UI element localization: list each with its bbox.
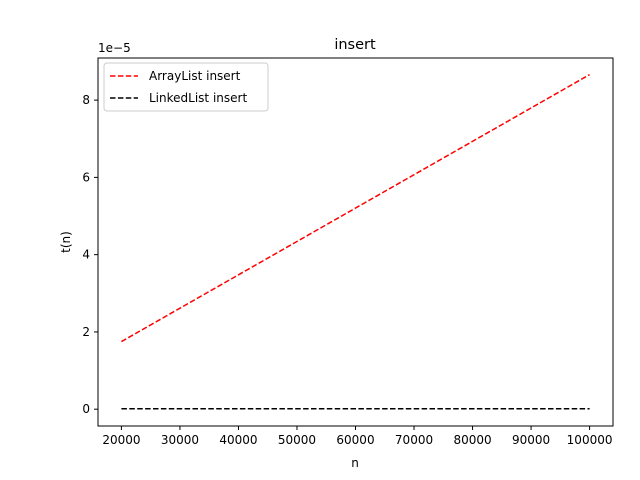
legend-label-linkedlist: LinkedList insert: [149, 91, 247, 105]
chart-title: insert: [334, 37, 376, 53]
x-tick-label: 100000: [567, 433, 613, 447]
x-tick-label: 50000: [278, 433, 316, 447]
x-tick-label: 80000: [453, 433, 491, 447]
legend: ArrayList insert LinkedList insert: [103, 62, 269, 112]
y-axis-label: t(n): [59, 231, 73, 253]
x-tick-label: 90000: [512, 433, 550, 447]
y-axis-ticks: 0 2 4 6 8: [82, 93, 98, 416]
legend-box: [103, 62, 269, 112]
y-tick-label: 8: [82, 93, 90, 107]
y-tick-label: 2: [82, 325, 90, 339]
x-axis-label: n: [351, 456, 359, 470]
x-tick-label: 20000: [102, 433, 140, 447]
plot-area: [121, 73, 590, 410]
series-line-0: [121, 73, 590, 343]
x-axis-ticks: 20000 30000 40000 50000 60000 70000 80000 90000…: [102, 426, 612, 447]
x-tick-label: 70000: [395, 433, 433, 447]
y-tick-label: 6: [82, 170, 90, 184]
y-tick-label: 4: [82, 248, 90, 262]
legend-label-arraylist: ArrayList insert: [149, 69, 241, 83]
plot-frame: [97, 57, 614, 427]
x-tick-label: 40000: [219, 433, 257, 447]
x-tick-label: 30000: [161, 433, 199, 447]
y-tick-label: 0: [82, 402, 90, 416]
x-tick-label: 60000: [336, 433, 374, 447]
y-axis-offset-label: 1e−5: [98, 41, 131, 55]
